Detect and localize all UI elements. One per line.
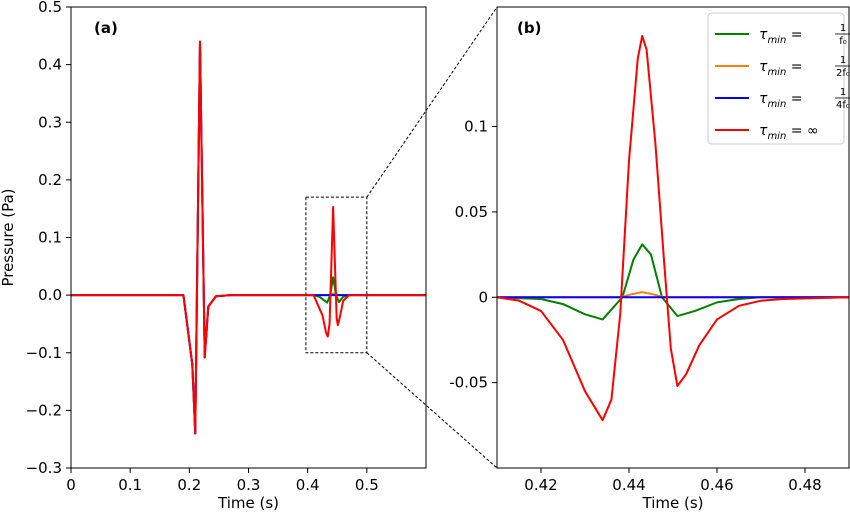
- y-tick-label: 0.3: [38, 113, 62, 131]
- panel-b-ticks: 0.42 0.44 0.46 0.48 -0.05 0 0.05 0.1: [449, 118, 822, 494]
- legend-fraction-num: 1: [840, 55, 846, 66]
- x-tick-label: 0.4: [296, 476, 320, 494]
- series-line-3: [497, 35, 849, 422]
- legend-entry: τmin =: [759, 91, 802, 110]
- legend-entry: τmin =: [759, 59, 802, 78]
- series-line-0: [497, 243, 849, 321]
- legend-entry: τmin =: [759, 27, 802, 46]
- x-tick-label: 0.46: [700, 476, 733, 494]
- y-tick-label: 0.5: [38, 0, 62, 16]
- panel-a-ticks: 0 0.1 0.2 0.3 0.4 0.5 −0.3 −0.2 −0.1 0.0 0.1 0.2 0.3…: [26, 0, 379, 494]
- y-tick-label: 0.4: [38, 56, 62, 74]
- panel-b-series-group: [497, 35, 849, 422]
- legend-fraction-den: 2f₀: [836, 68, 850, 79]
- legend-fraction-den: f₀: [839, 36, 847, 47]
- y-tick-label: −0.1: [26, 344, 62, 362]
- y-tick-label: 0.2: [38, 171, 62, 189]
- series-clip: [497, 35, 849, 422]
- x-tick-label: 0.1: [118, 476, 142, 494]
- legend-box: [707, 12, 845, 145]
- panel-b-frame: [496, 6, 850, 469]
- legend-fraction-den: 4f₀: [836, 100, 850, 111]
- x-tick-label: 0.5: [355, 476, 379, 494]
- legend-entry: τmin = ∞: [759, 123, 819, 142]
- y-tick-label: 0.1: [38, 229, 62, 247]
- legend-fraction-num: 1: [840, 23, 846, 34]
- x-tick-label: 0.48: [788, 476, 821, 494]
- zoom-connectors: [366, 6, 498, 469]
- x-tick-label: 0.3: [237, 476, 261, 494]
- y-tick-label: 0.0: [38, 286, 62, 304]
- panel-a-frame: [70, 6, 427, 469]
- x-tick-label: 0: [66, 476, 76, 494]
- panel-a-series-group: [71, 40, 426, 435]
- panel-a-xlabel: Time (s): [217, 494, 279, 512]
- y-tick-label: 0.1: [464, 118, 488, 136]
- y-tick-label: -0.05: [449, 374, 488, 392]
- panel-a: 0 0.1 0.2 0.3 0.4 0.5 −0.3 −0.2 −0.1 0.0 0.1 0.2 0.3…: [0, 0, 427, 512]
- x-tick-label: 0.44: [612, 476, 645, 494]
- panel-a-tag: (a): [94, 19, 118, 37]
- y-tick-label: 0: [478, 288, 488, 306]
- series-line-3: [71, 40, 426, 435]
- y-tick-label: 0.05: [455, 203, 488, 221]
- y-tick-label: −0.2: [26, 401, 62, 419]
- x-tick-label: 0.42: [524, 476, 557, 494]
- x-tick-label: 0.2: [177, 476, 201, 494]
- zoom-rectangle: [305, 196, 368, 354]
- legend: τmin = 1 f₀ τmin = 1 2f₀ τmin = 1 4f₀ τmin = ∞: [707, 12, 850, 145]
- panel-b-tag: (b): [517, 19, 541, 37]
- panel-a-ylabel: Pressure (Pa): [0, 188, 17, 286]
- series-clip: [71, 40, 426, 435]
- panel-a-zoom-box: [305, 196, 368, 354]
- y-tick-label: −0.3: [26, 459, 62, 477]
- legend-fraction-num: 1: [840, 87, 846, 98]
- panel-b-xlabel: Time (s): [642, 494, 704, 512]
- zoom-connector-top: [366, 6, 498, 198]
- panel-b: 0.42 0.44 0.46 0.48 -0.05 0 0.05 0.1 (b) Time (…: [449, 6, 850, 512]
- zoom-connector-bottom: [366, 352, 498, 469]
